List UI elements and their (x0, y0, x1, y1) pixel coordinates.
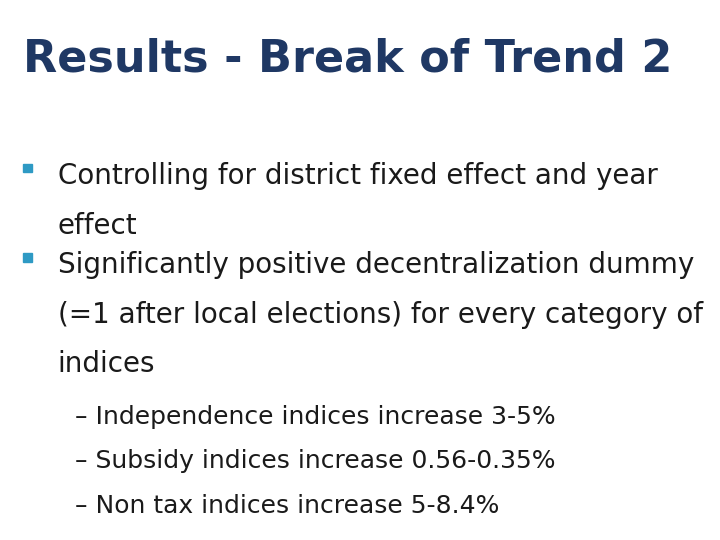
Text: Significantly positive decentralization dummy: Significantly positive decentralization … (58, 251, 694, 279)
Text: – Subsidy indices increase 0.56-0.35%: – Subsidy indices increase 0.56-0.35% (75, 449, 556, 473)
Text: effect: effect (58, 212, 138, 240)
Text: – Independence indices increase 3-5%: – Independence indices increase 3-5% (75, 405, 556, 429)
Text: (=1 after local elections) for every category of: (=1 after local elections) for every cat… (58, 301, 703, 329)
Text: Results - Break of Trend 2: Results - Break of Trend 2 (23, 38, 672, 81)
Text: indices: indices (58, 350, 156, 379)
Text: Controlling for district fixed effect and year: Controlling for district fixed effect an… (58, 162, 657, 190)
FancyBboxPatch shape (23, 164, 32, 172)
FancyBboxPatch shape (23, 253, 32, 261)
Text: – Non tax indices increase 5-8.4%: – Non tax indices increase 5-8.4% (75, 494, 500, 517)
